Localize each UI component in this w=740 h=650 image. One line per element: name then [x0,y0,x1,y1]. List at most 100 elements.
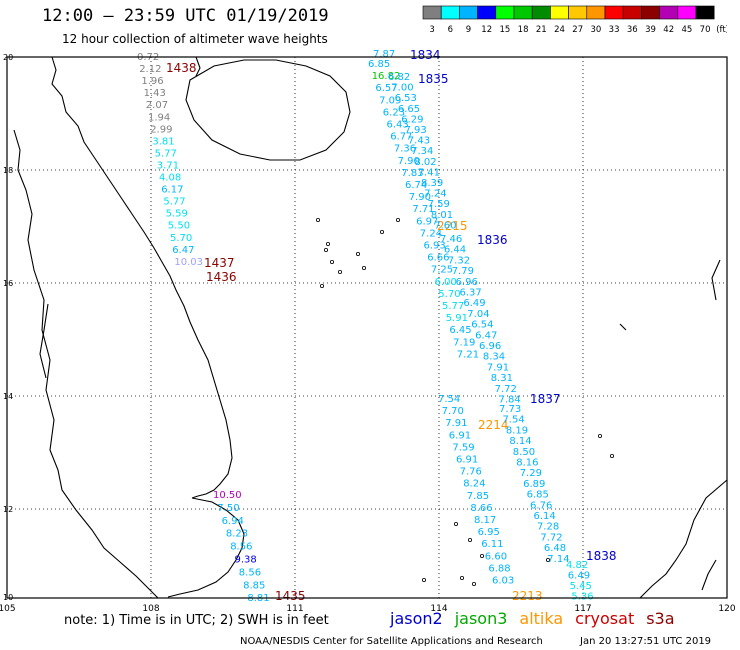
wave-height-value: 7.76 [460,467,482,478]
pass-time-label: 1438 [166,61,197,75]
pass-time-label: 2215 [437,219,468,233]
wave-height-value: 6.47 [172,245,194,256]
wave-height-value: 7.91 [445,418,467,429]
wave-height-value: 8.01 [431,210,453,221]
lat-tick-label: 12 [3,505,13,514]
wave-height-value: 6.23 [383,107,405,118]
page-title: 12:00 – 23:59 UTC 01/19/2019 [42,6,329,26]
wave-height-value: 5.36 [571,592,593,603]
coastline-segment [639,479,728,599]
wave-height-value: 7.14 [547,554,569,565]
lon-tick-label: 114 [430,604,447,614]
wave-height-value: 6.60 [485,551,507,562]
wave-height-value: 10.03 [174,257,203,268]
wave-height-value: 7.21 [457,349,479,360]
island [610,453,615,458]
map-border [6,56,728,599]
wave-height-value: 2.99 [150,124,172,135]
legend-label: 9 [466,25,471,35]
wave-height-value: 7.79 [452,266,474,277]
wave-height-value: 9.38 [235,555,257,566]
island [598,433,603,438]
wave-height-value: 7.24 [424,189,446,200]
wave-height-value: 7.60 [434,220,456,231]
wave-height-value: 6.88 [488,563,510,574]
wave-height-value: 8.14 [509,436,531,447]
wave-height-value: 8.66 [470,503,492,514]
wave-height-value: 6.97 [416,216,438,227]
wave-height-value: 7.93 [405,125,427,136]
wave-height-value: 8.56 [230,542,252,553]
wave-height-value: 6.37 [460,288,482,299]
wave-height-value: 7.70 [442,406,464,417]
island [325,241,330,246]
wave-height-value: 5.70 [438,289,460,300]
pass-time-label: 1435 [275,589,306,603]
lon-tick-label: 111 [286,604,303,614]
wave-height-value: 6.00 [435,277,457,288]
wave-height-value: 6.45 [449,325,471,336]
island [379,229,384,234]
wave-height-value: 7.24 [420,228,442,239]
coastline-segment [619,323,627,331]
pass-time-label: 1837 [530,392,561,406]
wave-height-value: 7.90 [409,192,431,203]
island [315,217,320,222]
wave-height-value: 8.81 [247,593,269,604]
wave-height-value: 6.49 [463,298,485,309]
wave-height-value: 8.17 [474,515,496,526]
wave-height-value: 7.32 [448,255,470,266]
lat-tick-label: 18 [3,166,13,175]
wave-height-value: 7.00 [391,83,413,94]
wave-height-value: 6.85 [527,490,549,501]
wave-height-value: 6.89 [523,479,545,490]
wave-height-value: 7.71 [412,204,434,215]
legend-label: 39 [645,25,656,35]
island [459,576,464,581]
wave-height-value: 7.85 [467,491,489,502]
legend-label: 12 [481,25,492,35]
wave-height-value: 6.47 [475,330,497,341]
credit-right: Jan 20 13:27:51 UTC 2019 [580,636,712,647]
coastline-segment [701,559,717,591]
wave-height-value: 7.87 [373,49,395,60]
wave-height-value: 6.43 [387,120,409,131]
legend-label: 24 [554,25,565,35]
wave-height-value: 8.23 [226,529,248,540]
footer-note: note: 1) Time is in UTC; 2) SWH is in fe… [64,613,329,628]
wave-height-value: 8.50 [513,447,535,458]
wave-height-value: 16.82 [372,71,401,82]
wave-height-value: 6.91 [456,455,478,466]
wave-height-value: 6.76 [530,500,552,511]
wave-height-value: 5.50 [168,221,190,232]
legend-label: 70 [700,25,711,35]
wave-height-value: 6.44 [444,245,466,256]
credit-left: NOAA/NESDIS Center for Satellite Applica… [240,636,543,647]
wave-height-value: 7.72 [540,532,562,543]
lat-lon-grid [7,57,727,598]
wave-height-value: 8.16 [516,458,538,469]
wave-height-value: 6.48 [544,543,566,554]
coastline-segment [51,56,233,499]
wave-height-value: 7.91 [487,362,509,373]
legend-label: 30 [590,25,601,35]
wave-height-value: 7.72 [495,384,517,395]
wave-height-value: 7.50 [217,503,239,514]
wave-height-value: 7.54 [502,415,524,426]
wave-height-value: 3.81 [152,136,174,147]
wave-height-value: 6.11 [481,539,503,550]
wave-height-value: 5.77 [155,148,177,159]
pass-time-label: 1834 [410,48,441,62]
wave-height-value: 7.90 [398,156,420,167]
wave-height-value: 6.95 [478,527,500,538]
wave-height-value: 3.71 [157,160,179,171]
lon-tick-label: 117 [574,604,591,614]
wave-height-value: 7.59 [452,442,474,453]
island [467,538,472,543]
wave-height-value: 6.53 [395,93,417,104]
wave-height-value: 7.34 [411,146,433,157]
wave-height-value: 6.77 [390,132,412,143]
page-subtitle: 12 hour collection of altimeter wave hei… [62,32,328,46]
wave-height-value: 7.29 [520,468,542,479]
